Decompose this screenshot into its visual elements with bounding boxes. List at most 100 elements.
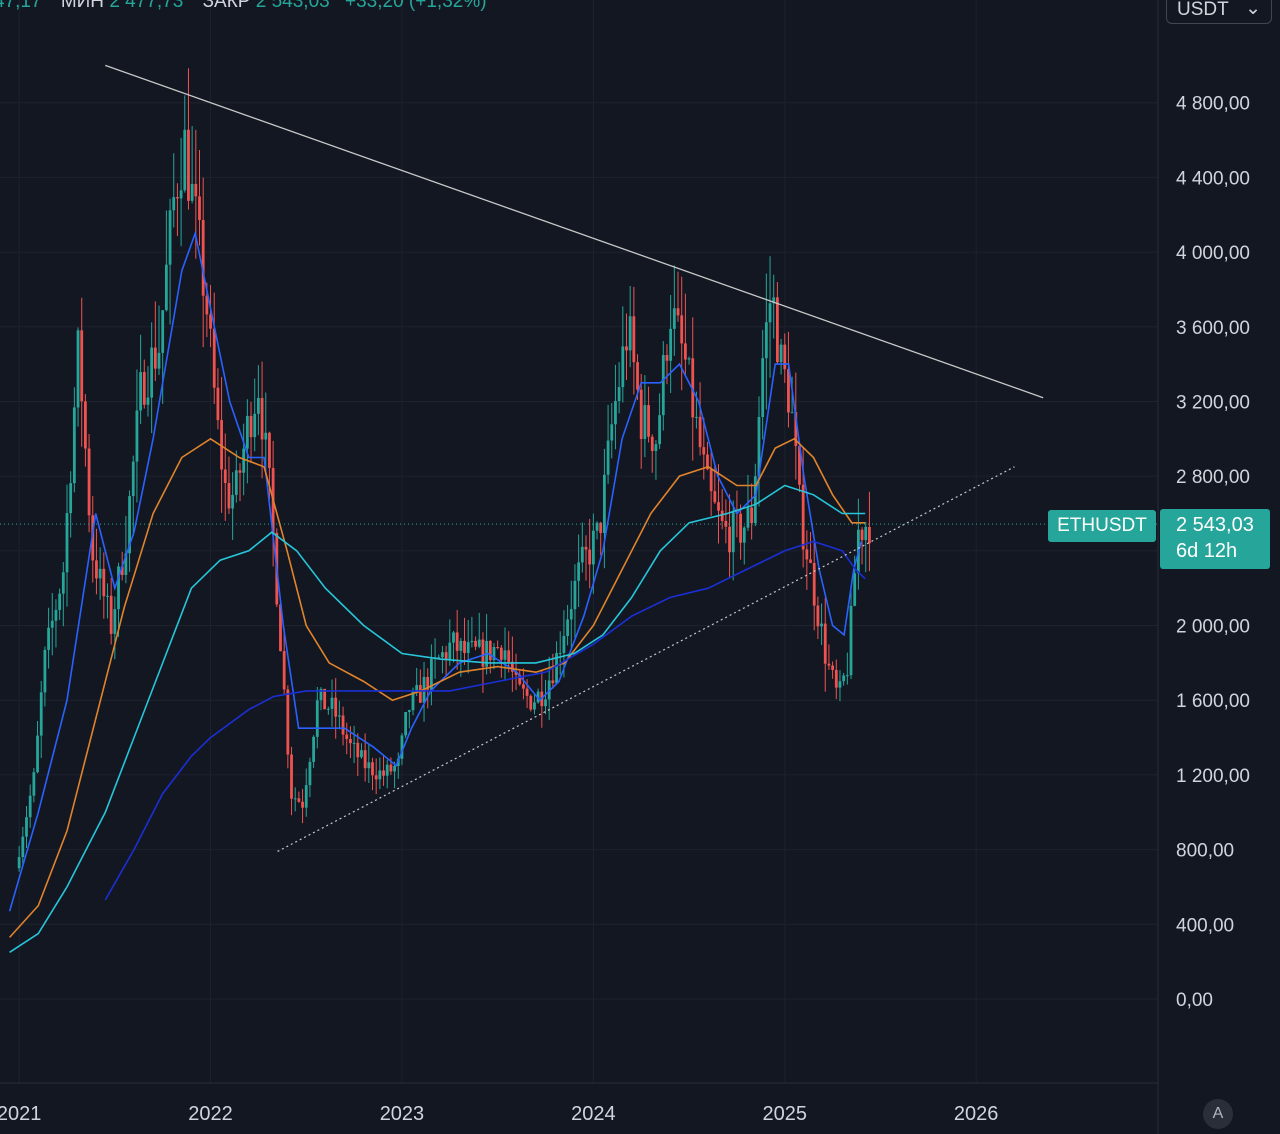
candle-body bbox=[529, 695, 533, 710]
candle-body bbox=[61, 572, 65, 594]
candle-body bbox=[470, 640, 474, 643]
candle-body bbox=[695, 416, 698, 418]
candle-body bbox=[161, 310, 165, 353]
candle-body bbox=[724, 520, 728, 527]
candle-body bbox=[518, 674, 522, 685]
candle-body bbox=[706, 454, 709, 470]
candle-body bbox=[238, 470, 242, 473]
candle-body bbox=[717, 502, 720, 511]
candle-body bbox=[135, 410, 139, 462]
ascending-trendline[interactable] bbox=[277, 466, 1015, 852]
candle-body bbox=[477, 639, 481, 647]
candle-body bbox=[139, 372, 143, 411]
candle-body bbox=[256, 398, 260, 414]
candle-body bbox=[757, 416, 761, 477]
time-axis[interactable]: 2021 2022 2023 2024 2025 2026 bbox=[0, 1103, 998, 1125]
candle-body bbox=[577, 562, 581, 581]
candle-body bbox=[28, 795, 32, 818]
candle-body bbox=[783, 344, 787, 370]
price-tick-label: 4 000,00 bbox=[1176, 243, 1250, 264]
auto-scale-button[interactable]: A bbox=[1203, 1099, 1233, 1129]
candle-body bbox=[168, 210, 172, 265]
candle-body bbox=[297, 798, 301, 802]
candle-body bbox=[315, 700, 319, 737]
candle-body bbox=[209, 314, 212, 329]
candle-body bbox=[176, 197, 179, 199]
candle-body bbox=[319, 688, 323, 701]
candle-body bbox=[676, 308, 680, 316]
candle-body bbox=[32, 772, 36, 796]
candle-body bbox=[834, 669, 838, 688]
candle-body bbox=[264, 432, 268, 440]
candle-body bbox=[525, 688, 529, 696]
candle-body bbox=[672, 308, 676, 329]
moving-average-ma-fast bbox=[8, 230, 863, 912]
candle-body bbox=[172, 197, 176, 211]
legend-row: 47,17 МИН 2 477,73 ЗАКР 2 543,03 +33,20 … bbox=[0, 0, 487, 12]
descending-trendline[interactable] bbox=[105, 64, 1044, 399]
candle-body bbox=[444, 652, 448, 659]
candle-body bbox=[496, 646, 500, 648]
candle-body bbox=[761, 358, 765, 417]
price-axis[interactable]: 0,00 400,00 800,00 1 200,00 1 600,00 2 000,00… bbox=[1176, 94, 1250, 1011]
candle-body bbox=[21, 836, 25, 858]
candle-body bbox=[400, 735, 404, 759]
candle-body bbox=[98, 568, 102, 579]
candle-body bbox=[253, 413, 257, 438]
candle-body bbox=[753, 476, 757, 523]
candle-body bbox=[665, 355, 669, 361]
candle-body bbox=[389, 764, 393, 772]
candle-body bbox=[849, 605, 853, 676]
candle-body bbox=[702, 447, 706, 455]
candle-body bbox=[787, 369, 790, 413]
candle-body bbox=[76, 330, 80, 408]
currency-selector[interactable]: USDT ⌄ bbox=[1166, 0, 1272, 24]
price-tick-label: 3 200,00 bbox=[1176, 392, 1250, 413]
candle-body bbox=[595, 522, 599, 531]
candle-body bbox=[801, 484, 805, 550]
candle-body bbox=[17, 857, 21, 869]
legend-close-label: ЗАКР bbox=[203, 0, 251, 12]
candle-body bbox=[764, 322, 768, 359]
candle-body bbox=[492, 646, 496, 661]
price-tick-label: 2 800,00 bbox=[1176, 467, 1250, 488]
candle-body bbox=[463, 640, 466, 653]
candle-body bbox=[466, 642, 470, 653]
candle-body bbox=[728, 526, 731, 553]
candle-body bbox=[510, 661, 514, 672]
candle-body bbox=[418, 685, 422, 703]
candle-body bbox=[345, 734, 349, 740]
legend-low-label: МИН bbox=[61, 0, 104, 12]
candle-body bbox=[558, 653, 562, 655]
candle-body bbox=[455, 632, 459, 651]
candle-body bbox=[153, 347, 157, 369]
candle-body bbox=[698, 416, 702, 448]
candle-body bbox=[223, 469, 227, 483]
symbol-tag: ETHUSDT bbox=[1048, 510, 1156, 542]
candle-body bbox=[794, 412, 798, 447]
candle-body bbox=[772, 297, 776, 304]
candle-body bbox=[142, 372, 146, 405]
candle-body bbox=[341, 715, 345, 735]
candle-body bbox=[290, 754, 293, 799]
candle-body bbox=[713, 491, 717, 503]
candle-body bbox=[768, 303, 772, 323]
candle-body bbox=[742, 527, 746, 543]
candle-body bbox=[816, 605, 820, 627]
price-tick-label: 4 800,00 bbox=[1176, 94, 1250, 115]
candle-body bbox=[709, 469, 713, 492]
candle-body bbox=[452, 632, 455, 643]
moving-average-ma-slow bbox=[9, 484, 866, 953]
candle-body bbox=[382, 770, 385, 776]
candle-body bbox=[36, 735, 39, 773]
time-tick-label: 2025 bbox=[763, 1103, 808, 1125]
candle-body bbox=[87, 448, 91, 516]
moving-average-ma-long bbox=[104, 540, 866, 901]
candle-body bbox=[128, 496, 131, 554]
candle-body bbox=[544, 699, 547, 707]
time-tick-label: 2022 bbox=[188, 1103, 233, 1125]
candle-body bbox=[731, 512, 735, 553]
bar-countdown: 6d 12h bbox=[1176, 540, 1238, 562]
price-tick-label: 1 200,00 bbox=[1176, 766, 1250, 787]
